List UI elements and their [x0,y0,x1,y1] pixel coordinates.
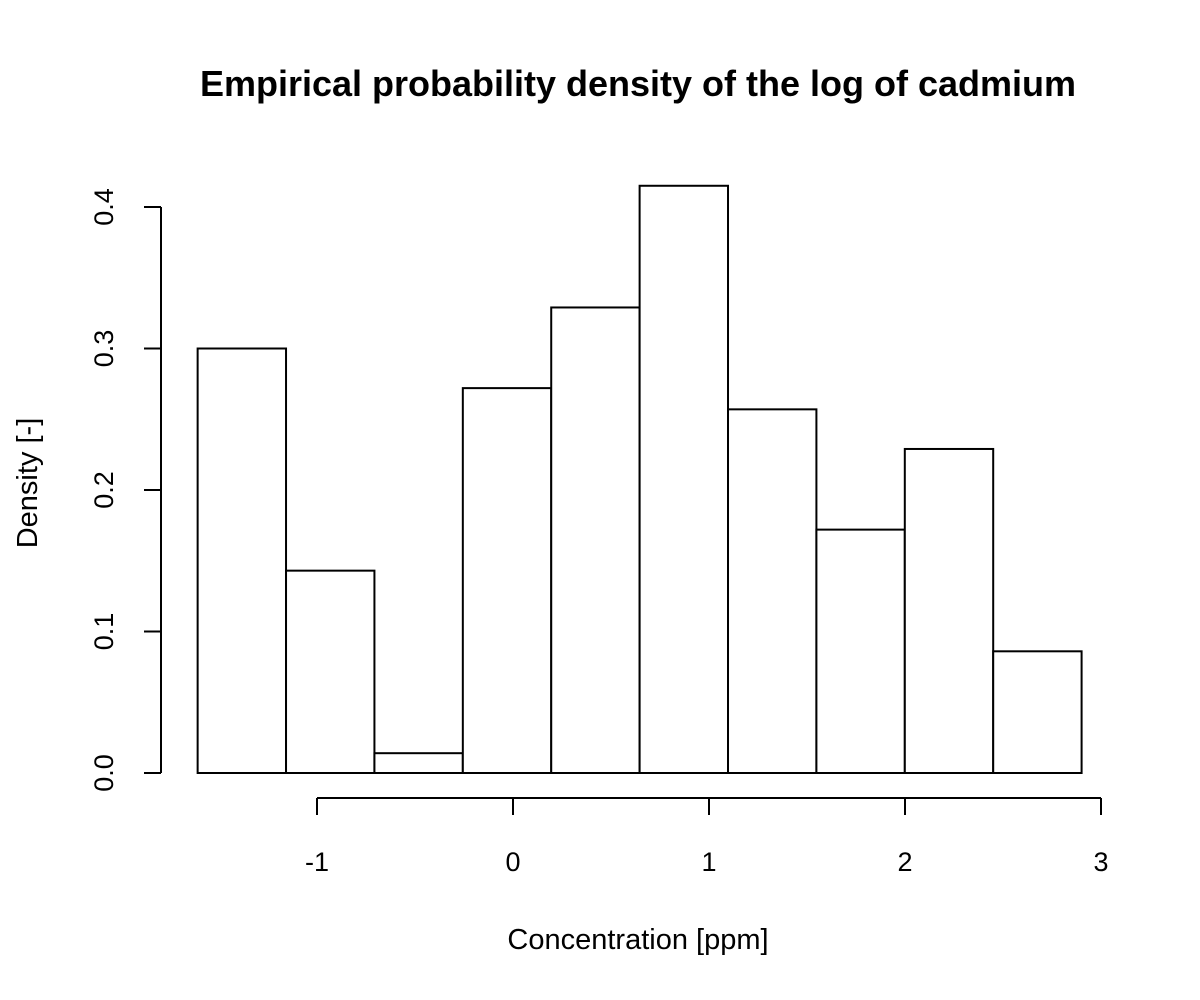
histogram-bar [992,650,1083,774]
x-tick-label: 0 [505,847,520,877]
y-tick-label: 0.3 [89,330,119,368]
x-tick-label: 3 [1093,847,1108,877]
bars-group [196,184,1083,775]
y-tick-label: 0.0 [89,754,119,792]
x-tick-label: -1 [305,847,329,877]
histogram-bar [196,347,288,774]
histogram-bar [903,447,995,774]
histogram-bar [373,752,464,775]
histogram-bar [815,528,906,774]
y-tick-label: 0.2 [89,471,119,509]
histogram-bar [461,387,553,774]
histogram-bar [550,306,641,774]
x-tick-label: 2 [897,847,912,877]
y-axis-title: Density [-] [12,418,44,549]
x-axis-title: Concentration [ppm] [507,924,768,956]
y-tick-label: 0.1 [89,613,119,651]
histogram-bar [727,408,818,774]
chart-title: Empirical probability density of the log… [200,63,1076,104]
histogram-bar [285,569,376,775]
histogram-bar [638,184,730,774]
x-axis: -1 0 1 2 3 [305,797,1109,877]
y-tick-label: 0.4 [89,188,119,226]
y-axis: 0.0 0.1 0.2 0.3 0.4 [89,188,162,792]
x-tick-label: 1 [701,847,716,877]
